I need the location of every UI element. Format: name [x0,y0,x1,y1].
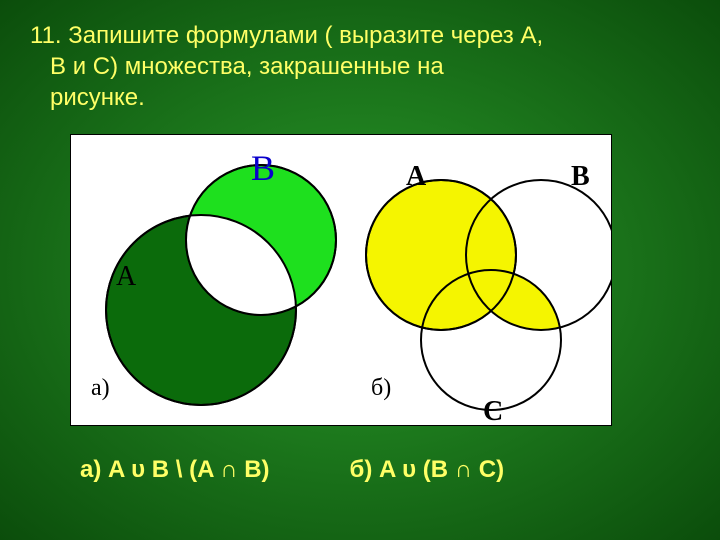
right-panel-label: б) [371,375,391,401]
left-label-b: B [251,148,275,188]
question-line3: рисунке. [50,84,145,111]
question-line1: Запишите формулами ( выразите через A, [68,22,543,49]
venn-diagram-panel: A B а) A B C б) [70,134,612,426]
right-label-b: B [571,161,590,192]
venn-svg: A B а) A B C б) [71,135,611,425]
right-label-c: C [483,396,503,425]
right-label-a: A [406,161,427,192]
answer-b: б) A ᴜ (B ∩ C) [350,456,505,484]
answer-a: а) A ᴜ B \ (A ∩ B) [80,456,270,484]
question-text: 11. Запишите формулами ( выразите через … [30,20,690,114]
question-line2: B и C) множества, закрашенные на [50,53,444,80]
right-venn: A B C б) [366,161,611,425]
answers-row: а) A ᴜ B \ (A ∩ B) б) A ᴜ (B ∩ C) [30,456,690,484]
question-number: 11. [30,22,62,49]
left-label-a: A [116,261,137,292]
left-panel-label: а) [91,375,110,401]
slide: 11. Запишите формулами ( выразите через … [0,0,720,540]
left-venn: A B а) [91,148,336,405]
